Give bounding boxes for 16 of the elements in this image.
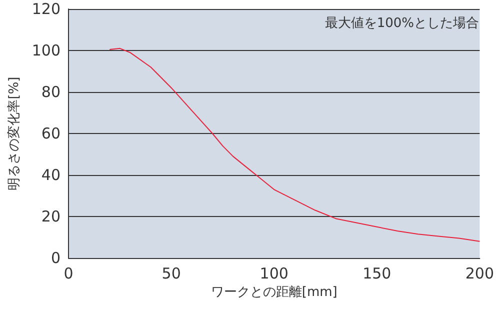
x-tick-label: 150 [362, 264, 392, 282]
y-tick-label: 0 [50, 249, 61, 267]
y-tick-label: 40 [41, 166, 61, 184]
line-series [109, 48, 480, 242]
annotation: 最大値を100%とした場合 [324, 16, 480, 31]
y-axis-title: 明るさの変化率[%] [6, 76, 22, 190]
y-tick-label: 60 [41, 124, 61, 142]
y-tick-label: 20 [41, 208, 61, 226]
x-axis-title: ワークとの距離[mm] [210, 284, 338, 300]
y-tick-label: 120 [32, 0, 61, 18]
x-tick-label: 50 [162, 264, 181, 282]
y-tick-label: 100 [32, 42, 61, 60]
x-tick-label: 0 [64, 264, 74, 282]
x-tick-label: 200 [465, 264, 494, 282]
x-tick-label: 100 [260, 264, 288, 282]
y-tick-label: 80 [41, 83, 61, 101]
